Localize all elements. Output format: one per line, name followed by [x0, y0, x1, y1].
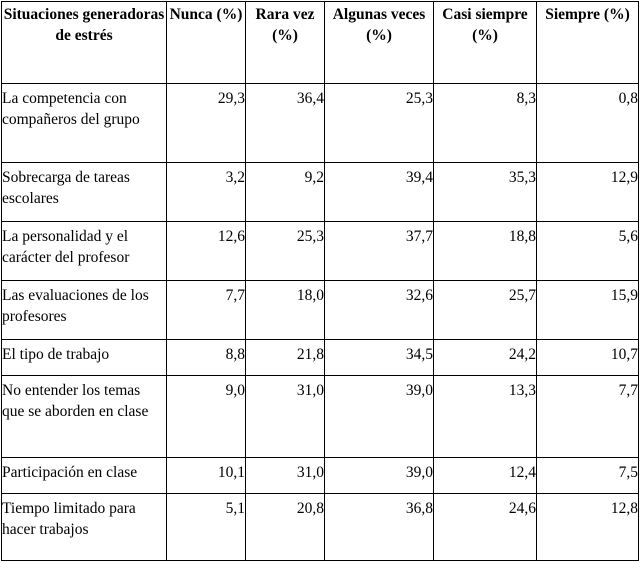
- table-row: La personalidad y el carácter del profes…: [1, 221, 639, 281]
- table-row: Las evaluaciones de los profesores 7,7 1…: [1, 280, 639, 340]
- situation-cell: La competencia con compañeros del grupo: [1, 83, 167, 163]
- situation-cell: No entender los temas que se aborden en …: [1, 375, 167, 458]
- casi-siempre-cell: 18,8: [433, 221, 537, 281]
- casi-siempre-cell: 13,3: [433, 375, 537, 458]
- situation-cell: El tipo de trabajo: [1, 339, 167, 376]
- nunca-cell: 10,1: [166, 457, 246, 494]
- column-header-nunca: Nunca (%): [166, 1, 246, 84]
- siempre-cell: 10,7: [536, 339, 639, 376]
- situation-cell: Las evaluaciones de los profesores: [1, 280, 167, 340]
- casi-siempre-cell: 35,3: [433, 162, 537, 222]
- table-row: Participación en clase 10,1 31,0 39,0 12…: [1, 457, 639, 494]
- siempre-cell: 0,8: [536, 83, 639, 163]
- siempre-cell: 15,9: [536, 280, 639, 340]
- situation-cell: Tiempo limitado para hacer trabajos: [1, 493, 167, 561]
- rara-vez-cell: 25,3: [245, 221, 325, 281]
- rara-vez-cell: 20,8: [245, 493, 325, 561]
- algunas-veces-cell: 39,4: [324, 162, 434, 222]
- casi-siempre-cell: 24,2: [433, 339, 537, 376]
- table-header-row: Situaciones generadoras de estrés Nunca …: [1, 1, 639, 84]
- nunca-cell: 29,3: [166, 83, 246, 163]
- rara-vez-cell: 9,2: [245, 162, 325, 222]
- algunas-veces-cell: 36,8: [324, 493, 434, 561]
- rara-vez-cell: 36,4: [245, 83, 325, 163]
- situation-cell: Participación en clase: [1, 457, 167, 494]
- siempre-cell: 7,5: [536, 457, 639, 494]
- rara-vez-cell: 31,0: [245, 457, 325, 494]
- algunas-veces-cell: 39,0: [324, 375, 434, 458]
- casi-siempre-cell: 25,7: [433, 280, 537, 340]
- column-header-rara-vez: Rara vez (%): [245, 1, 325, 84]
- nunca-cell: 8,8: [166, 339, 246, 376]
- table-row: Sobrecarga de tareas escolares 3,2 9,2 3…: [1, 162, 639, 222]
- casi-siempre-cell: 8,3: [433, 83, 537, 163]
- table-row: La competencia con compañeros del grupo …: [1, 83, 639, 163]
- siempre-cell: 5,6: [536, 221, 639, 281]
- rara-vez-cell: 21,8: [245, 339, 325, 376]
- rara-vez-cell: 18,0: [245, 280, 325, 340]
- algunas-veces-cell: 32,6: [324, 280, 434, 340]
- algunas-veces-cell: 34,5: [324, 339, 434, 376]
- rara-vez-cell: 31,0: [245, 375, 325, 458]
- column-header-situation: Situaciones generadoras de estrés: [1, 1, 167, 84]
- casi-siempre-cell: 24,6: [433, 493, 537, 561]
- nunca-cell: 7,7: [166, 280, 246, 340]
- algunas-veces-cell: 25,3: [324, 83, 434, 163]
- nunca-cell: 12,6: [166, 221, 246, 281]
- siempre-cell: 12,8: [536, 493, 639, 561]
- nunca-cell: 9,0: [166, 375, 246, 458]
- siempre-cell: 12,9: [536, 162, 639, 222]
- column-header-algunas-veces: Algunas veces (%): [324, 1, 434, 84]
- column-header-casi-siempre: Casi siempre (%): [433, 1, 537, 84]
- table-row: Tiempo limitado para hacer trabajos 5,1 …: [1, 493, 639, 561]
- table-row: El tipo de trabajo 8,8 21,8 34,5 24,2 10…: [1, 339, 639, 376]
- column-header-siempre: Siempre (%): [536, 1, 639, 84]
- siempre-cell: 7,7: [536, 375, 639, 458]
- algunas-veces-cell: 39,0: [324, 457, 434, 494]
- nunca-cell: 5,1: [166, 493, 246, 561]
- situation-cell: La personalidad y el carácter del profes…: [1, 221, 167, 281]
- situation-cell: Sobrecarga de tareas escolares: [1, 162, 167, 222]
- algunas-veces-cell: 37,7: [324, 221, 434, 281]
- nunca-cell: 3,2: [166, 162, 246, 222]
- casi-siempre-cell: 12,4: [433, 457, 537, 494]
- table-row: No entender los temas que se aborden en …: [1, 375, 639, 458]
